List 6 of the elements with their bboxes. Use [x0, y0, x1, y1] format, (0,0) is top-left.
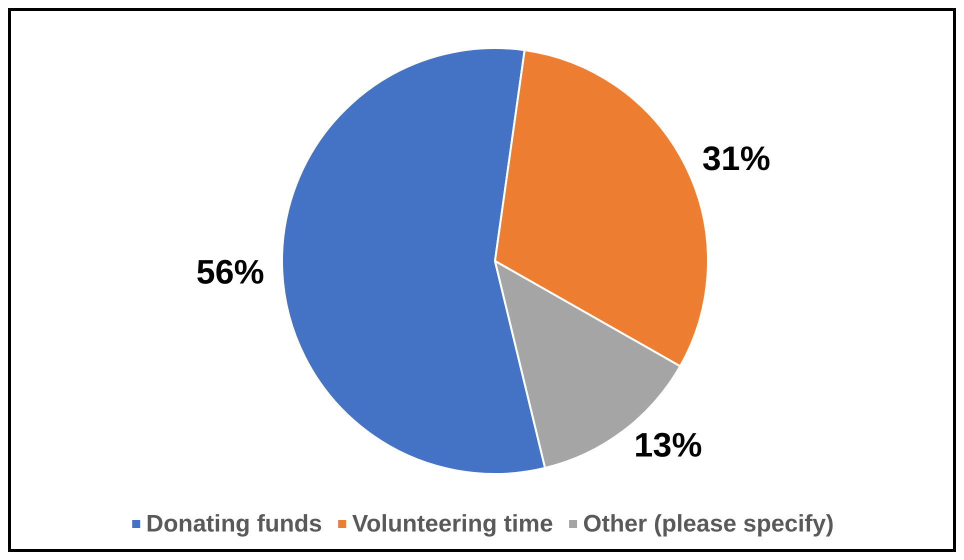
- data-label: 56%: [196, 253, 264, 292]
- legend-label: Volunteering time: [352, 510, 554, 538]
- legend-label: Other (please specify): [583, 510, 834, 538]
- data-label: 13%: [634, 426, 702, 464]
- data-label: 31%: [702, 140, 770, 178]
- legend-label: Donating funds: [146, 510, 322, 538]
